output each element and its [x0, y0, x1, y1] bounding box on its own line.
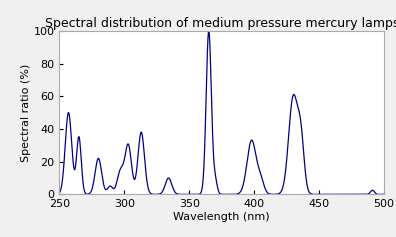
Y-axis label: Spectral ratio (%): Spectral ratio (%): [21, 64, 31, 162]
Title: Spectral distribution of medium pressure mercury lamps: Spectral distribution of medium pressure…: [45, 17, 396, 30]
X-axis label: Wavelength (nm): Wavelength (nm): [173, 212, 270, 222]
